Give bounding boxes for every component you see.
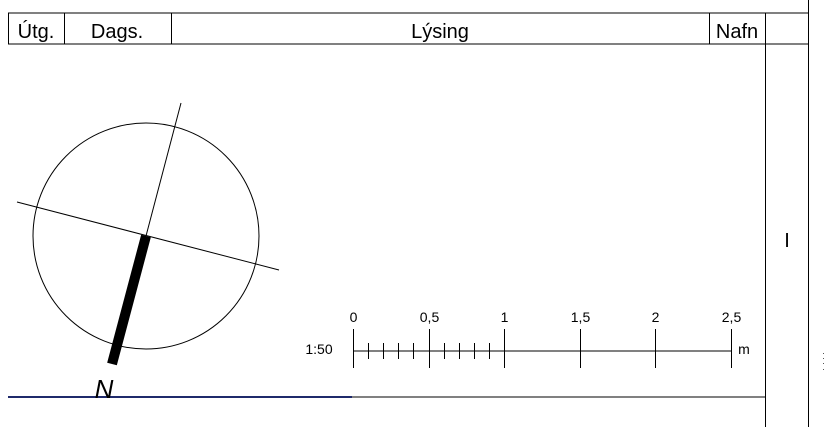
compass-east-axis (16, 201, 280, 271)
description-header: Lýsing (411, 21, 469, 43)
date-header: Dags. (91, 21, 143, 43)
north-arrow: N (16, 102, 280, 404)
scale-unit: m (738, 341, 750, 357)
side-panel-dots (823, 353, 824, 370)
name-header: Nafn (716, 21, 758, 43)
scale-tick-label: 0 (350, 309, 358, 325)
compass-north-axis (145, 102, 182, 237)
scale-tick-label: 1 (501, 309, 509, 325)
header-table (8, 0, 809, 427)
scale-tick-label: 2,5 (722, 309, 742, 325)
compass-circle (32, 122, 260, 350)
scale-bar: 1:50 m 0 0,5 1 1,5 2 2,5 (305, 309, 750, 368)
side-panel-marker: I (784, 230, 790, 252)
scale-ratio: 1:50 (305, 341, 332, 357)
revision-header: Útg. (18, 20, 55, 43)
scale-tick-label: 1,5 (571, 309, 591, 325)
north-needle (107, 234, 151, 366)
scale-tick-label: 0,5 (420, 309, 440, 325)
north-label: N (95, 374, 114, 404)
scale-tick-label: 2 (652, 309, 660, 325)
